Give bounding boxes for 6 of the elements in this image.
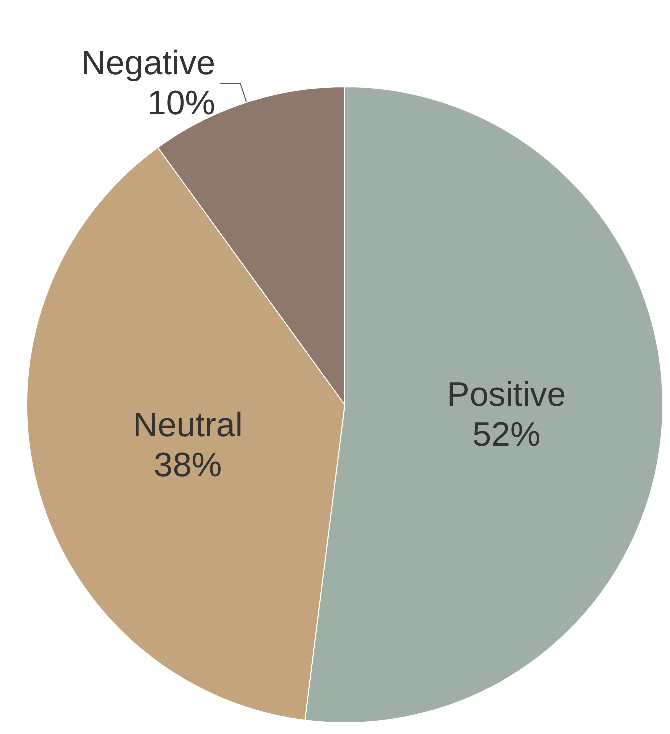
slice-label: Positive — [447, 376, 566, 414]
slice-label: Negative — [81, 44, 216, 83]
data-label: 38% — [154, 446, 222, 484]
data-label: 10% — [147, 84, 216, 123]
slice-label: Neutral — [133, 406, 243, 444]
data-label: 52% — [472, 416, 541, 454]
